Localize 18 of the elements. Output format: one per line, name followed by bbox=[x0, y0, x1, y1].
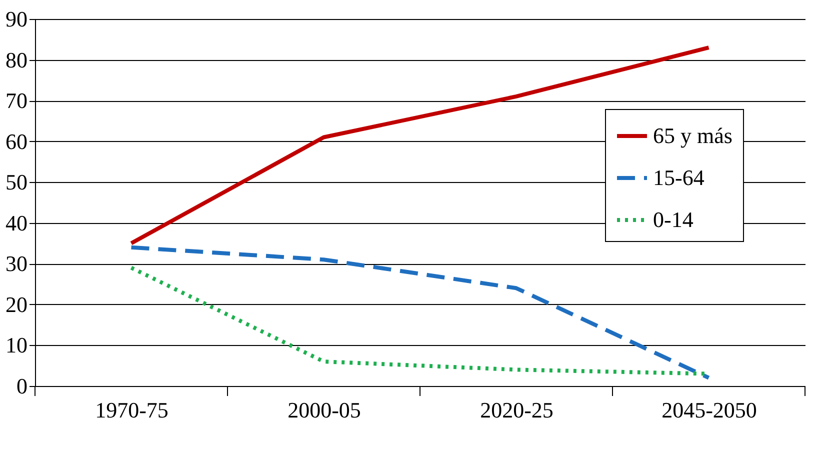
y-tick-label: 40 bbox=[6, 210, 28, 236]
x-tick-label: 2045-2050 bbox=[662, 398, 757, 422]
x-tick-label: 2020-25 bbox=[480, 398, 554, 422]
y-tick-label: 90 bbox=[6, 6, 28, 32]
y-tick-label: 80 bbox=[6, 47, 28, 72]
y-tick-label: 20 bbox=[6, 292, 28, 317]
legend-label: 15-64 bbox=[653, 165, 704, 190]
x-tick-label: 2000-05 bbox=[288, 398, 361, 422]
y-tick-label: 70 bbox=[6, 88, 28, 114]
y-tick-label: 50 bbox=[6, 170, 28, 195]
y-tick-label: 60 bbox=[6, 128, 28, 154]
y-tick-label: 30 bbox=[6, 251, 28, 276]
legend-label: 0-14 bbox=[653, 207, 694, 232]
x-tick-label: 1970-75 bbox=[95, 398, 168, 422]
legend-label: 65 y más bbox=[653, 123, 732, 148]
y-tick-label: 10 bbox=[6, 332, 28, 358]
line-series bbox=[129, 245, 711, 380]
y-tick-label: 0 bbox=[16, 374, 28, 398]
